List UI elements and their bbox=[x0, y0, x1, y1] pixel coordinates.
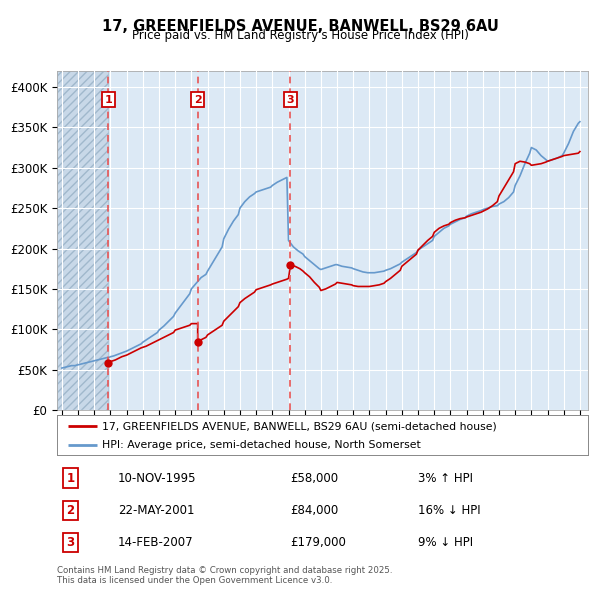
Text: HPI: Average price, semi-detached house, North Somerset: HPI: Average price, semi-detached house,… bbox=[102, 440, 421, 450]
Text: 17, GREENFIELDS AVENUE, BANWELL, BS29 6AU (semi-detached house): 17, GREENFIELDS AVENUE, BANWELL, BS29 6A… bbox=[102, 421, 497, 431]
Text: 1: 1 bbox=[104, 94, 112, 104]
Text: 2: 2 bbox=[66, 504, 74, 517]
Text: 3% ↑ HPI: 3% ↑ HPI bbox=[418, 472, 473, 485]
Text: 22-MAY-2001: 22-MAY-2001 bbox=[118, 504, 194, 517]
Text: 16% ↓ HPI: 16% ↓ HPI bbox=[418, 504, 481, 517]
Text: 9% ↓ HPI: 9% ↓ HPI bbox=[418, 536, 473, 549]
Text: 1: 1 bbox=[66, 472, 74, 485]
Text: 3: 3 bbox=[66, 536, 74, 549]
Text: 2: 2 bbox=[194, 94, 202, 104]
Text: £179,000: £179,000 bbox=[290, 536, 347, 549]
Text: 17, GREENFIELDS AVENUE, BANWELL, BS29 6AU: 17, GREENFIELDS AVENUE, BANWELL, BS29 6A… bbox=[101, 19, 499, 34]
Text: 14-FEB-2007: 14-FEB-2007 bbox=[118, 536, 194, 549]
Text: 3: 3 bbox=[287, 94, 294, 104]
Text: Price paid vs. HM Land Registry's House Price Index (HPI): Price paid vs. HM Land Registry's House … bbox=[131, 30, 469, 42]
Bar bbox=[57, 71, 109, 410]
Text: £58,000: £58,000 bbox=[290, 472, 339, 485]
Text: £84,000: £84,000 bbox=[290, 504, 339, 517]
Text: 10-NOV-1995: 10-NOV-1995 bbox=[118, 472, 197, 485]
Text: Contains HM Land Registry data © Crown copyright and database right 2025.
This d: Contains HM Land Registry data © Crown c… bbox=[57, 566, 392, 585]
